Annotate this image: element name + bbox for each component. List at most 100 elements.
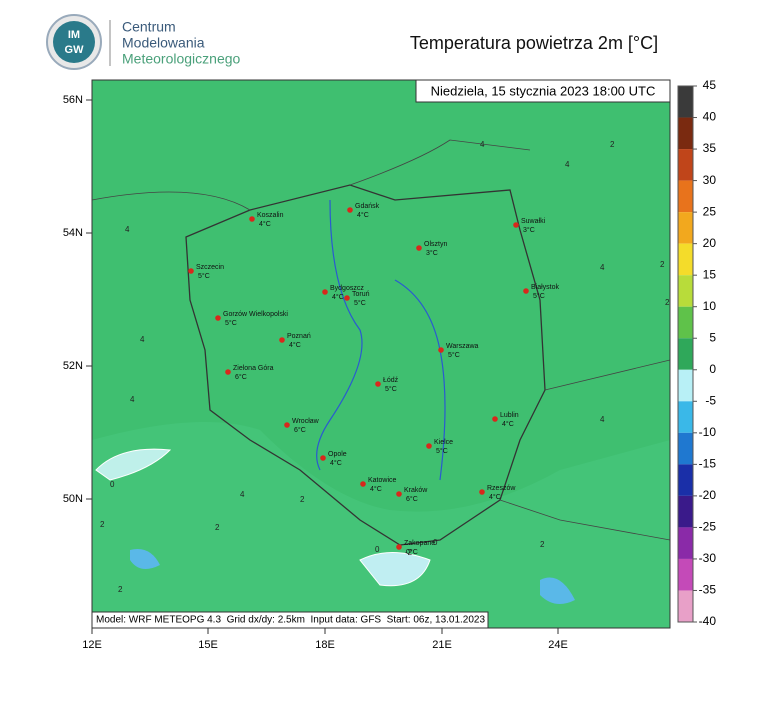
contour-label: 0 [433,538,438,547]
contour-label: 0 [110,480,115,489]
city-marker [426,443,432,449]
city-marker [344,295,350,301]
y-tick-label: 54N [63,227,83,239]
city-temp: 0°C [406,548,418,556]
timestamp: Niedziela, 15 stycznia 2023 18:00 UTC [431,83,656,98]
colorbar-label: -35 [699,583,717,597]
colorbar-band [678,527,693,559]
city-temp: 5°C [354,299,366,307]
terrain-shade [92,422,670,628]
colorbar-label: 5 [709,330,716,344]
contour-label: -2 [405,548,413,557]
colorbar-band [678,243,693,276]
city-temp: 3°C [426,249,438,257]
colorbar-band [678,464,693,496]
contour-label: 4 [130,395,135,404]
city-name: Wrocław [292,418,320,425]
colorbar-band [678,117,693,150]
city-marker [438,347,444,353]
colorbar-label: -20 [699,488,717,502]
colorbar-band [678,149,693,181]
colorbar-label: -25 [699,520,717,534]
cold-area [130,549,160,569]
colorbar-label: -40 [699,614,717,628]
city-temp: 4°C [489,493,501,501]
colorbar-label: -30 [699,551,717,565]
contour-label: 4 [240,490,245,499]
contour-label: 4 [125,225,130,234]
contour-label: 4 [140,335,145,344]
city-name: Białystok [531,284,560,291]
city-temp: 5°C [436,447,448,455]
logo: IM GW Centrum Modelowania Meteorologiczn… [46,14,241,70]
map: Niedziela, 15 stycznia 2023 18:00 UTC Mo… [91,79,671,629]
city-marker [479,489,485,495]
contour-label: 2 [610,140,615,149]
city-marker [188,268,194,274]
city-temp: 4°C [502,420,514,428]
logo-line: Modelowania [122,35,205,51]
title: Temperatura powietrza 2m [°C] [410,33,658,53]
city-marker [360,481,366,487]
city-name: Opole [328,451,347,458]
city-name: Gorzów Wielkopolski [223,311,288,318]
cold-area [359,552,431,587]
colorbar-band [678,401,693,433]
contour-label: 2 [660,260,665,269]
city-marker [225,369,231,375]
x-tick-label: 24E [548,639,568,651]
city-name: Bydgoszcz [330,285,364,292]
city-name: Łódź [383,377,399,384]
colorbar-label: 35 [703,141,717,155]
city-marker [322,289,328,295]
colorbar-frame [677,85,694,623]
city-temp: 4°C [332,293,344,301]
logo-badge-top: IM [68,29,80,41]
city-marker [347,207,353,213]
logo-badge-inner [53,21,95,63]
city-temp: 3°C [523,226,535,234]
logo-line: Meteorologicznego [122,51,241,67]
cold-area [95,448,172,481]
city-marker [513,222,519,228]
y-tick-label: 50N [63,493,83,505]
city-marker [249,216,255,222]
city-temp: 5°C [225,319,237,327]
contour-label: 4 [480,140,485,149]
colorbar-band [678,495,693,528]
city-name: Katowice [368,477,397,484]
city-marker [396,544,402,550]
city-name: Toruń [352,291,370,298]
colorbar-label: 40 [703,110,717,124]
city-marker [416,245,422,251]
contour-label: 4 [565,160,570,169]
city-temp: 5°C [198,272,210,280]
city-name: Gdańsk [355,203,380,210]
city-temp: 6°C [294,426,306,434]
y-tick-label: 52N [63,360,83,372]
colorbar-band [678,306,693,339]
city-temp: 4°C [330,459,342,467]
city-name: Olsztyn [424,241,447,248]
city-name: Kielce [434,439,453,446]
city-name: Warszawa [446,343,479,350]
colorbar-band [678,590,693,622]
x-tick-label: 12E [82,639,102,651]
city-temp: 5°C [448,351,460,359]
colorbar-label: 30 [703,173,717,187]
cold-area [540,577,575,604]
city-temp: 6°C [235,373,247,381]
city-name: Zielona Góra [233,365,274,372]
contour-label: 4 [600,415,605,424]
city-marker [375,381,381,387]
x-tick-label: 18E [315,639,335,651]
city-name: Suwałki [521,218,546,225]
city-name: Koszalin [257,212,284,219]
city-temp: 5°C [533,292,545,300]
city-marker [215,315,221,321]
colorbar-label: 45 [703,78,717,92]
contour-label: 2 [300,495,305,504]
colorbar-band [678,432,693,465]
city-temp: 6°C [406,495,418,503]
